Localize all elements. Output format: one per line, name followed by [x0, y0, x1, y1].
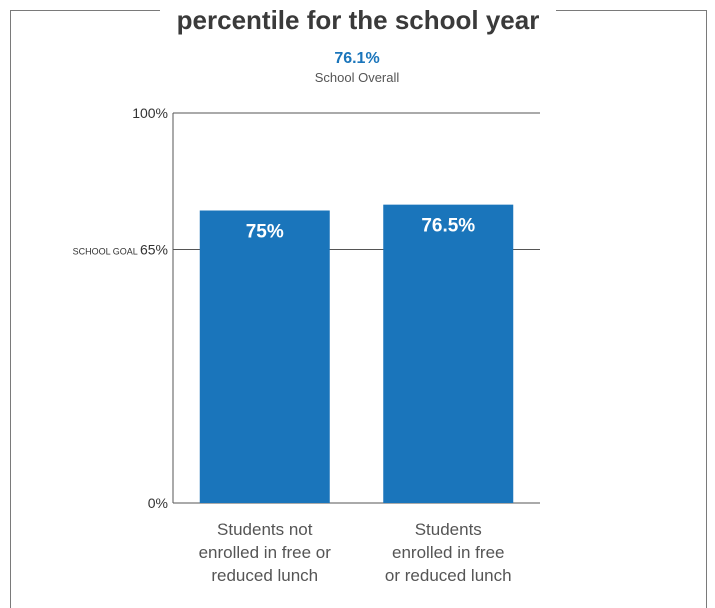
x-category-label: Students [415, 520, 482, 539]
x-category-label: or reduced lunch [385, 566, 512, 585]
x-category-label: Students not [217, 520, 313, 539]
bar-2 [383, 204, 514, 503]
frame-top-border-left [10, 10, 160, 11]
y-tick-label: 0% [148, 495, 168, 511]
school-goal-prefix: SCHOOL GOAL [73, 247, 140, 257]
frame-top-border-right [556, 10, 707, 11]
school-overall-label: School Overall [314, 70, 400, 85]
x-category-label: enrolled in free or [199, 543, 332, 562]
school-overall-value: 76.1% [334, 50, 380, 67]
frame-right-border [706, 10, 707, 608]
y-tick-label: 100% [132, 105, 168, 121]
bar-1 [199, 210, 330, 503]
bar-value-label: 75% [246, 222, 284, 243]
school-goal-label: SCHOOL GOAL 65% [73, 242, 168, 258]
chart-title: percentile for the school year [176, 5, 540, 35]
x-category-label: enrolled in free [392, 543, 504, 562]
school-goal-value: 65% [140, 242, 168, 258]
x-category-label: reduced lunch [211, 566, 318, 585]
bar-value-label: 76.5% [421, 216, 475, 237]
frame-left-border [10, 10, 11, 608]
